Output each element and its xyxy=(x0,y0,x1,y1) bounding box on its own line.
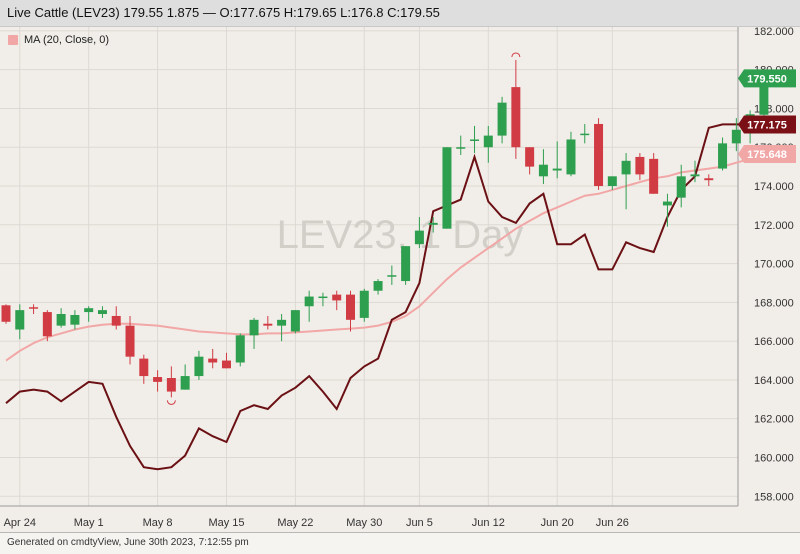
title-bar: Live Cattle (LEV23) 179.55 1.875 — O:177… xyxy=(0,0,800,27)
watermark-text: LEV23, 1 Day xyxy=(277,213,524,257)
y-tick-label: 182.000 xyxy=(754,26,794,38)
price-line xyxy=(5,123,764,471)
candle-down xyxy=(704,178,714,181)
candle-up xyxy=(180,376,190,390)
generated-note: Generated on cmdtyView, June 30th 2023, … xyxy=(7,537,249,548)
candle-down xyxy=(221,360,231,369)
price-tag xyxy=(738,115,796,134)
candle-up xyxy=(373,281,383,291)
price-tag xyxy=(738,145,796,164)
candle-up xyxy=(359,290,369,318)
x-tick-label: Jun 5 xyxy=(406,517,433,529)
candle-up xyxy=(84,308,94,313)
ma-legend-label: MA (20, Close, 0) xyxy=(24,34,109,46)
candle-down xyxy=(139,358,149,377)
footer: Generated on cmdtyView, June 30th 2023, … xyxy=(0,532,800,554)
low-marker xyxy=(166,400,176,405)
candle-up xyxy=(566,139,576,175)
candle-up xyxy=(442,147,452,229)
candle-up xyxy=(483,135,493,148)
candle-down xyxy=(346,294,355,320)
candle-up xyxy=(235,335,245,363)
candle-down xyxy=(1,305,11,322)
candle-up xyxy=(456,147,466,149)
candle-up xyxy=(538,164,548,177)
indicator-legend[interactable]: MA (20, Close, 0) xyxy=(8,34,109,46)
price-tag-label: 177.175 xyxy=(747,119,787,131)
candle-up xyxy=(470,139,480,141)
candle-up xyxy=(580,133,590,136)
candle-up xyxy=(277,319,287,326)
candle-down xyxy=(332,294,342,301)
candle-up xyxy=(676,176,686,198)
candle-down xyxy=(125,325,135,357)
candle-up xyxy=(249,319,259,336)
chart-title: Live Cattle (LEV23) 179.55 1.875 — O:177… xyxy=(7,5,440,20)
price-tag xyxy=(738,69,796,88)
candle-down xyxy=(42,312,52,337)
x-tick-label: Apr 24 xyxy=(4,517,36,529)
candle-up xyxy=(690,174,700,177)
y-tick-label: 168.000 xyxy=(754,297,794,309)
y-tick-label: 166.000 xyxy=(754,336,794,348)
ma-line xyxy=(5,153,765,362)
price-tag-label: 179.550 xyxy=(747,73,787,85)
candle-up xyxy=(759,78,769,115)
y-tick-label: 174.000 xyxy=(754,181,794,193)
candle-up xyxy=(70,314,80,325)
candle-up xyxy=(731,129,741,144)
x-tick-label: May 1 xyxy=(74,517,104,529)
candle-down xyxy=(208,358,218,363)
candle-down xyxy=(111,315,121,326)
x-tick-label: May 15 xyxy=(208,517,244,529)
candle-down xyxy=(153,377,163,382)
candle-up xyxy=(552,168,562,171)
candle-up xyxy=(718,143,728,169)
candle-up xyxy=(194,356,204,377)
y-tick-label: 160.000 xyxy=(754,453,794,465)
x-tick-label: May 22 xyxy=(277,517,313,529)
candle-down xyxy=(594,123,604,187)
candle-up xyxy=(15,310,25,330)
candle-up xyxy=(304,296,314,307)
candle-down xyxy=(29,307,39,309)
candle-up xyxy=(387,275,397,277)
y-tick-label: 162.000 xyxy=(754,414,794,426)
x-tick-label: May 30 xyxy=(346,517,382,529)
candle-up xyxy=(621,160,631,175)
candle-up xyxy=(97,310,107,315)
y-tick-label: 170.000 xyxy=(754,259,794,271)
y-tick-label: 164.000 xyxy=(754,375,794,387)
price-tag-label: 175.648 xyxy=(747,149,787,161)
candle-up xyxy=(662,201,672,206)
plot-area xyxy=(0,27,738,506)
candle-up xyxy=(497,102,507,136)
candle-down xyxy=(166,378,176,392)
candle-down xyxy=(525,147,535,167)
candle-up xyxy=(428,222,438,225)
x-tick-label: Jun 26 xyxy=(596,517,629,529)
candle-up xyxy=(56,314,66,326)
y-tick-label: 172.000 xyxy=(754,220,794,232)
y-tick-label: 158.000 xyxy=(754,491,794,503)
candle-down xyxy=(649,158,659,194)
x-tick-label: May 8 xyxy=(143,517,173,529)
x-tick-label: Jun 20 xyxy=(541,517,574,529)
high-marker xyxy=(511,52,521,58)
candle-down xyxy=(635,156,645,175)
x-tick-label: Jun 12 xyxy=(472,517,505,529)
candle-up xyxy=(318,296,328,299)
candle-up xyxy=(401,246,411,282)
candle-down xyxy=(511,87,521,148)
candle-up xyxy=(414,230,424,245)
candle-down xyxy=(263,323,273,326)
candle-up xyxy=(290,310,300,332)
candle-up xyxy=(607,176,617,187)
ma-swatch xyxy=(8,35,18,45)
